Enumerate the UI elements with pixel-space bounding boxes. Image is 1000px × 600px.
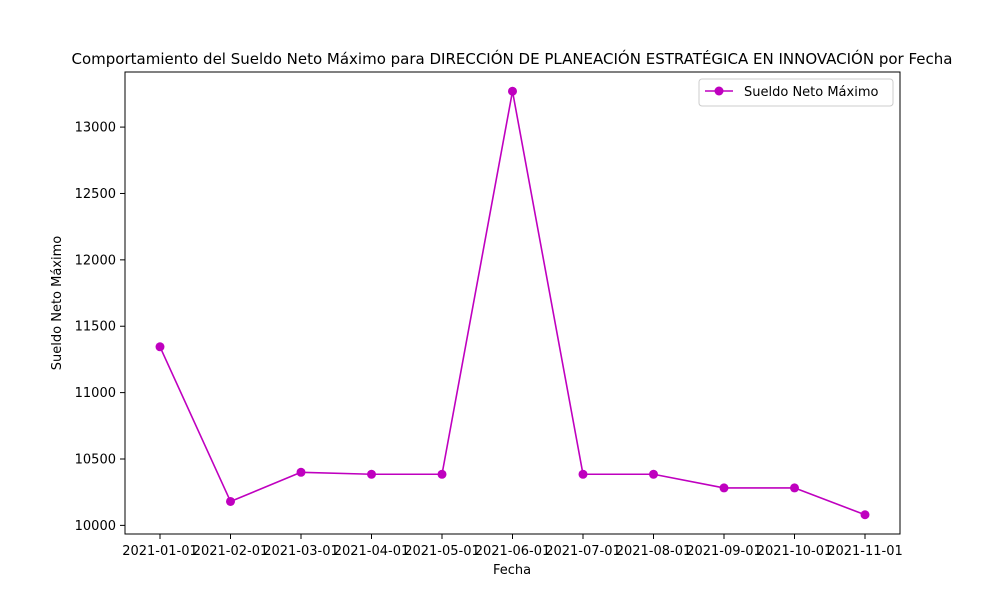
y-axis: 10000 10500 11000 11500 12000 12500 13000: [75, 121, 125, 534]
chart-title: Comportamiento del Sueldo Neto Máximo pa…: [72, 49, 953, 68]
y-axis-label: Sueldo Neto Máximo: [50, 236, 65, 370]
data-point: [437, 469, 447, 479]
data-point: [155, 342, 165, 352]
plot-frame: [124, 71, 901, 535]
y-tick-label: 11500: [75, 320, 116, 335]
legend-marker-swatch: [714, 86, 724, 96]
y-tick-label: 12500: [75, 187, 116, 202]
series-layer: [155, 86, 870, 520]
y-tick-label: 10000: [75, 519, 116, 534]
x-tick-label: 2021-09-01: [686, 544, 762, 559]
y-tick-label: 10500: [75, 452, 116, 467]
x-tick-label: 2021-10-01: [757, 544, 833, 559]
x-tick-label: 2021-08-01: [616, 544, 692, 559]
y-tick-label: 12000: [75, 253, 116, 268]
x-tick-label: 2021-04-01: [334, 544, 410, 559]
data-point: [367, 469, 376, 479]
x-tick-label: 2021-02-01: [193, 544, 269, 559]
legend-frame: [698, 78, 894, 107]
legend-label: Sueldo Neto Máximo: [744, 85, 878, 100]
legend: Sueldo Neto Máximo: [698, 78, 894, 107]
data-point: [226, 496, 235, 506]
data-point: [578, 469, 588, 479]
data-point: [790, 483, 799, 493]
x-tick-label: 2021-06-01: [475, 544, 551, 559]
data-point: [649, 469, 658, 479]
x-tick-label: 2021-01-01: [122, 544, 198, 559]
data-point: [719, 483, 729, 493]
data-point: [296, 467, 306, 477]
x-axis-label: Fecha: [493, 563, 531, 578]
y-tick-label: 13000: [75, 121, 116, 136]
x-tick-label: 2021-07-01: [545, 544, 621, 559]
x-axis: 2021-01-012021-02-012021-03-012021-04-01…: [122, 534, 903, 559]
y-tick-label: 11000: [75, 386, 116, 401]
data-point: [860, 510, 870, 520]
data-point: [508, 86, 517, 96]
x-tick-label: 2021-03-01: [263, 544, 339, 559]
x-tick-label: 2021-05-01: [404, 544, 480, 559]
plot-area: [124, 71, 901, 535]
x-tick-label: 2021-11-01: [827, 544, 903, 559]
